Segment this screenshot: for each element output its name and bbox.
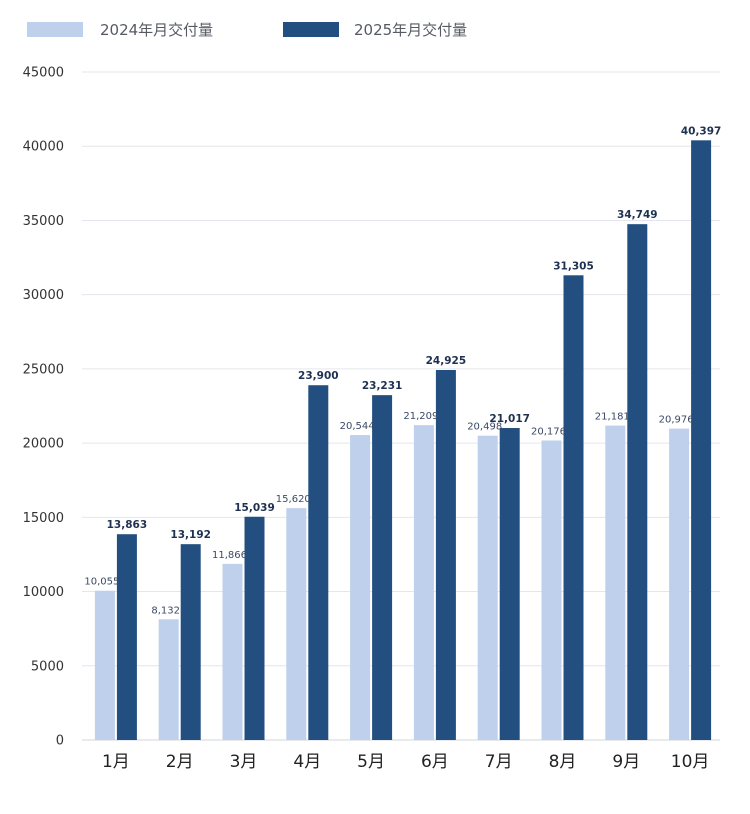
bar-2024-9	[605, 425, 626, 740]
bar-2024-4	[286, 508, 307, 740]
x-tick-label: 3月	[230, 752, 258, 772]
y-tick-label: 5000	[31, 659, 64, 674]
y-tick-label: 25000	[23, 362, 64, 377]
x-tick-label: 4月	[293, 752, 321, 772]
y-tick-label: 0	[56, 734, 64, 749]
bar-2024-3	[222, 563, 243, 740]
data-label-2024: 21,209	[403, 411, 438, 422]
data-label-2025: 15,039	[234, 502, 275, 514]
bar-2025-5	[372, 395, 393, 740]
x-tick-label: 1月	[102, 752, 130, 772]
y-axis-tick-labels: 0 5000 10000 15000 20000 25000 30000 35000 40000…	[23, 66, 64, 749]
legend-label-2025: 2025年月交付量	[354, 21, 467, 39]
bar-2024-2	[158, 619, 179, 740]
data-label-2024: 20,498	[467, 422, 502, 433]
data-label-2025: 13,192	[170, 529, 211, 541]
x-tick-label: 6月	[421, 752, 449, 772]
data-label-2025: 40,397	[681, 125, 722, 137]
data-label-2024: 15,620	[276, 494, 311, 505]
data-label-2025: 13,863	[107, 519, 148, 531]
x-tick-label: 10月	[671, 752, 710, 772]
data-label-2024: 10,055	[84, 577, 119, 588]
bar-2025-8	[563, 275, 584, 740]
data-label-2025: 21,017	[489, 413, 530, 425]
bar-2024-10	[669, 428, 690, 740]
data-label-2025: 31,305	[553, 260, 594, 272]
data-label-2024: 11,866	[212, 550, 247, 561]
data-label-2025: 23,900	[298, 370, 339, 382]
legend: 2024年月交付量 2025年月交付量	[27, 21, 467, 39]
bar-2025-10	[691, 140, 712, 740]
bar-2025-9	[627, 224, 648, 740]
y-tick-label: 20000	[23, 437, 64, 452]
x-axis-tick-labels: 1月 2月 3月 4月 5月 6月 7月 8月 9月 10月	[102, 752, 709, 772]
data-label-2025: 23,231	[362, 380, 403, 392]
data-label-2024: 20,176	[531, 426, 566, 437]
bar-2025-2	[180, 544, 201, 740]
bar-2024-1	[94, 590, 115, 740]
bar-2024-5	[350, 435, 371, 740]
data-label-2025: 24,925	[426, 355, 467, 367]
y-tick-label: 30000	[23, 288, 64, 303]
data-label-2024: 21,181	[595, 412, 630, 423]
bar-2025-4	[308, 385, 329, 740]
data-label-2025: 34,749	[617, 209, 658, 221]
legend-label-2024: 2024年月交付量	[100, 21, 213, 39]
x-tick-label: 7月	[485, 752, 513, 772]
bar-2025-1	[116, 534, 137, 740]
y-tick-label: 15000	[23, 511, 64, 526]
bar-2024-8	[541, 440, 562, 740]
data-label-2024: 20,544	[340, 421, 375, 432]
legend-swatch-2024	[27, 22, 83, 37]
bar-2025-3	[244, 516, 265, 740]
bars	[94, 140, 712, 740]
y-tick-label: 40000	[23, 140, 64, 155]
x-tick-label: 9月	[612, 752, 640, 772]
bar-2024-7	[477, 435, 498, 740]
y-tick-label: 35000	[23, 214, 64, 229]
bar-2025-7	[499, 428, 520, 740]
bar-2024-6	[413, 425, 434, 740]
legend-swatch-2025	[283, 22, 339, 37]
data-label-2024: 8,132	[151, 605, 180, 616]
x-tick-label: 5月	[357, 752, 385, 772]
y-tick-label: 10000	[23, 585, 64, 600]
bar-2025-6	[435, 370, 456, 740]
x-tick-label: 2月	[166, 752, 194, 772]
data-label-2024: 20,976	[659, 415, 694, 426]
x-tick-label: 8月	[549, 752, 577, 772]
y-tick-label: 45000	[23, 66, 64, 81]
